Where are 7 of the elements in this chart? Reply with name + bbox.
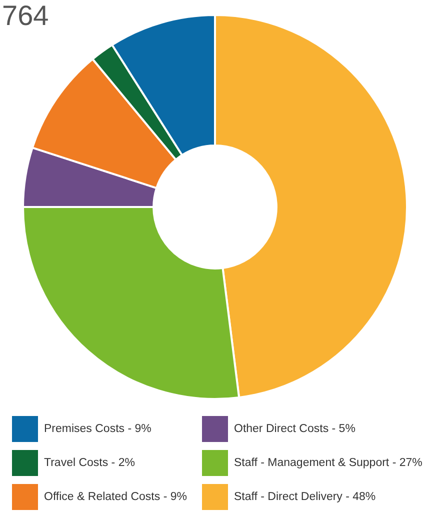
legend-label: Travel Costs - 2% <box>44 457 135 469</box>
legend-label: Other Direct Costs - 5% <box>234 423 356 435</box>
legend-label: Office & Related Costs - 9% <box>44 491 187 503</box>
chart-title: 764 <box>2 0 49 32</box>
legend-label: Staff - Management & Support - 27% <box>234 457 422 469</box>
legend-label: Staff - Direct Delivery - 48% <box>234 491 376 503</box>
legend-label: Premises Costs - 9% <box>44 423 152 435</box>
